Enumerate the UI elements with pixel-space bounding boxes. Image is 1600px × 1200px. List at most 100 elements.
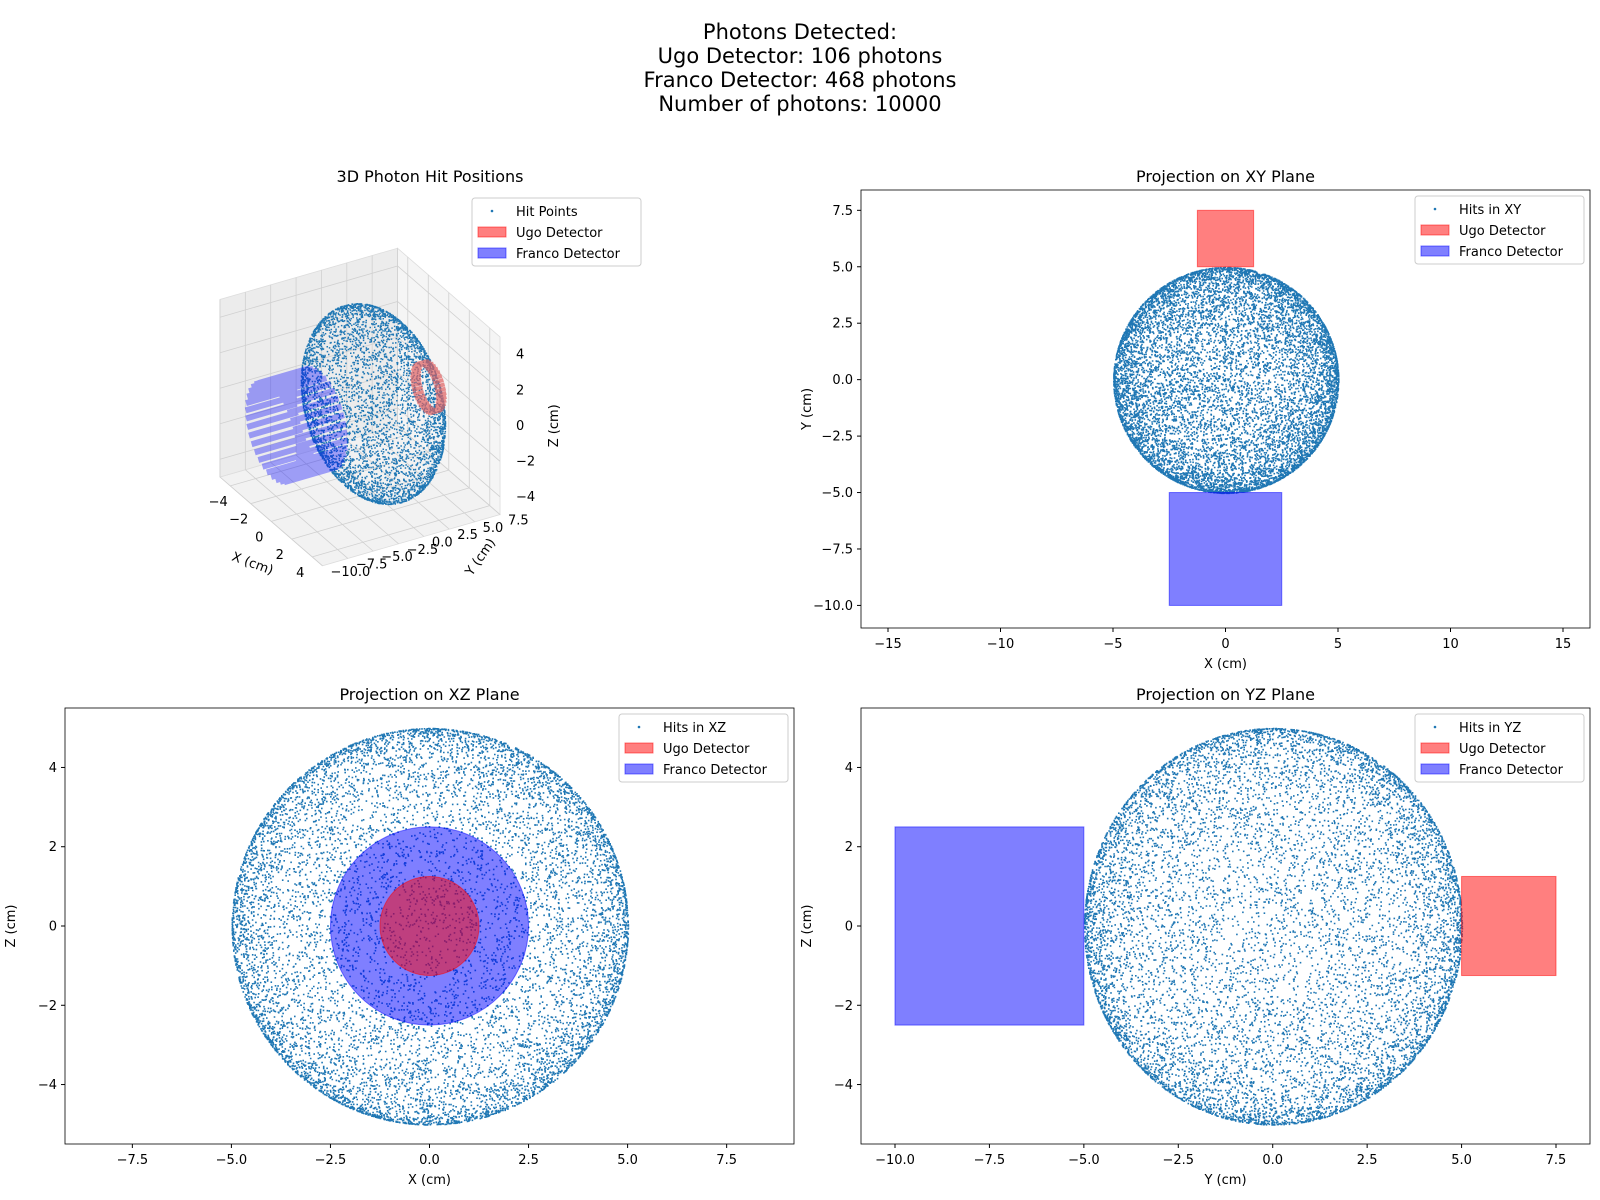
- franco-detector-patch: [894, 826, 1085, 1026]
- legend-label: Ugo Detector: [1459, 742, 1546, 757]
- y-tick-label: −7.5: [356, 557, 388, 572]
- legend-label: Hits in YZ: [1459, 721, 1521, 736]
- scatter-point-cloud: [1083, 727, 1464, 1126]
- ugo-detector-patch: [1461, 875, 1557, 977]
- x-tick-label: −10: [987, 637, 1014, 652]
- legend-label: Ugo Detector: [663, 742, 750, 757]
- axes-xy-projection: −15 −10 −5 0 5 10 15 −10.0 −7.5 −5.0 −2.5 0.0 2.5 5.0…: [800, 167, 1591, 672]
- x-tick-label: 15: [1555, 637, 1572, 652]
- x-tick-label: 2.5: [518, 1153, 539, 1168]
- axes-title: Projection on XY Plane: [1136, 167, 1315, 186]
- y-tick-label: 0: [49, 920, 57, 935]
- grid-line: [312, 505, 490, 558]
- franco-detector-patch: [1168, 492, 1283, 606]
- y-tick-label: 4: [49, 761, 57, 776]
- legend-label: Hits in XZ: [663, 721, 726, 736]
- x-axis-label: X (cm): [1204, 657, 1247, 672]
- x-tick-label: −15: [874, 637, 901, 652]
- x-tick-label: −7.5: [117, 1153, 149, 1168]
- legend-frame: [1414, 713, 1585, 783]
- x-tick-label: 2: [276, 548, 284, 563]
- legend-label: Franco Detector: [516, 247, 621, 262]
- legend-swatch-ugo: [1420, 224, 1450, 236]
- x-tick-label: 2.5: [1357, 1153, 1378, 1168]
- grid-line: [245, 469, 349, 559]
- grid-line: [346, 440, 450, 530]
- legend-swatch-franco: [477, 247, 507, 259]
- grid-line: [397, 301, 501, 391]
- grid-line: [291, 487, 470, 540]
- suptitle-line-4: Number of photons: 10000: [658, 92, 942, 116]
- z-axis-label: Z (cm): [547, 404, 562, 447]
- axes-title: 3D Photon Hit Positions: [337, 167, 524, 186]
- scatter-point-cloud: [231, 727, 630, 1126]
- x-tick-label: −2.5: [1162, 1153, 1194, 1168]
- x-tick-label: −7.5: [974, 1153, 1006, 1168]
- y-tick-label: −2.5: [821, 430, 853, 445]
- x-tick-label: 0.0: [1262, 1153, 1283, 1168]
- grid-line: [230, 434, 408, 487]
- ugo-detector-cylinder: [410, 359, 447, 416]
- x-tick-label: −5: [1103, 637, 1122, 652]
- y-axis-label: Z (cm): [800, 905, 815, 948]
- y-tick-label: −4: [834, 1078, 853, 1093]
- legend-label: Ugo Detector: [1459, 224, 1546, 239]
- y-tick-label: 7.5: [508, 514, 529, 529]
- grid-line: [295, 454, 399, 545]
- x-tick-label: −4: [209, 495, 228, 510]
- grid-line: [219, 265, 398, 318]
- legend-marker-hits: [637, 725, 641, 729]
- y-tick-label: 2.5: [457, 528, 478, 543]
- y-tick-label: 5.0: [483, 521, 504, 536]
- x-tick-label: 5.0: [1451, 1153, 1472, 1168]
- legend-swatch-ugo: [1420, 742, 1450, 754]
- x-tick-label: 7.5: [716, 1153, 737, 1168]
- legend-label: Franco Detector: [1459, 763, 1564, 778]
- z-tick-label: −2: [516, 454, 535, 469]
- legend-frame: [1414, 195, 1585, 265]
- x-tick-label: 0.0: [419, 1153, 440, 1168]
- legend-swatch-franco: [1420, 763, 1450, 775]
- grid-line: [270, 462, 374, 552]
- suptitle-line-2: Ugo Detector: 106 photons: [657, 44, 943, 68]
- x-axis-label: X (cm): [408, 1173, 451, 1188]
- franco-detector-cylinder: [244, 365, 349, 486]
- legend-marker-hits: [1433, 725, 1437, 729]
- x-tick-label: −2.5: [315, 1153, 347, 1168]
- x-tick-label: −10.0: [875, 1153, 915, 1168]
- grid-line: [397, 265, 501, 356]
- z-tick-label: −4: [516, 490, 535, 505]
- y-tick-label: −4: [38, 1078, 57, 1093]
- axes-title: Projection on XZ Plane: [339, 685, 519, 704]
- y-tick-label: 0: [845, 920, 853, 935]
- x-tick-label: 4: [296, 566, 304, 581]
- ugo-detector-patch: [1196, 209, 1255, 268]
- x-tick-label: 0: [1221, 637, 1229, 652]
- legend-frame: [471, 197, 642, 267]
- x-tick-label: 7.5: [1546, 1153, 1567, 1168]
- legend-swatch-ugo: [477, 226, 507, 238]
- x-tick-label: −2: [229, 513, 248, 528]
- grid-line: [397, 407, 501, 498]
- legend-swatch-franco: [624, 763, 654, 775]
- legend-frame: [618, 713, 789, 783]
- x-tick-label: 0: [255, 530, 263, 545]
- suptitle-line-3: Franco Detector: 468 photons: [643, 68, 957, 92]
- legend-label: Hits in XY: [1459, 203, 1521, 218]
- legend: Hit Points Ugo Detector Franco Detector: [471, 197, 642, 267]
- x-tick-label: −5.0: [216, 1153, 248, 1168]
- y-tick-label: −5.0: [821, 486, 853, 501]
- y-tick-label: −10.0: [330, 565, 370, 580]
- y-tick-label: −2: [834, 999, 853, 1014]
- y-tick-label: −7.5: [821, 542, 853, 557]
- y-tick-label: 2: [49, 840, 57, 855]
- y-tick-label: −5.0: [381, 550, 413, 565]
- legend-label: Hit Points: [516, 205, 578, 220]
- legend: Hits in YZ Ugo Detector Franco Detector: [1414, 713, 1585, 783]
- scatter-points: [1083, 727, 1464, 1126]
- grid-line: [397, 425, 501, 515]
- x-axis-label: Y (cm): [1203, 1173, 1246, 1188]
- axes-yz-projection: −10.0 −7.5 −5.0 −2.5 0.0 2.5 5.0 7.5 −4 −2 0 2 4 Proj…: [800, 685, 1591, 1188]
- y-tick-label: 0.0: [432, 535, 453, 550]
